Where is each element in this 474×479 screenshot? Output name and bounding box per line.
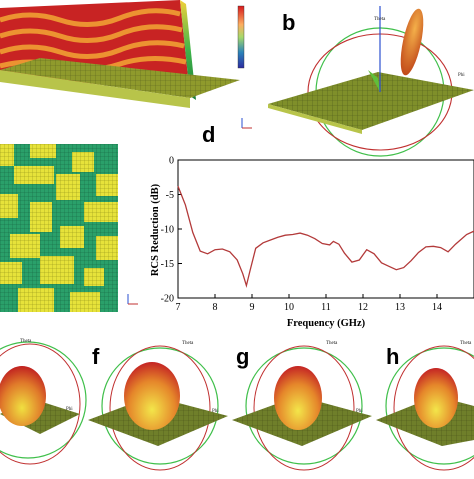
panel-g-radiation: Theta Phi — [232, 330, 372, 474]
x-tick-label: 8 — [213, 302, 218, 313]
x-tick-label: 7 — [176, 302, 181, 313]
colorbar — [236, 4, 260, 70]
panel-label-b: b — [282, 10, 296, 35]
axis-triad-c — [124, 292, 140, 308]
theta-tag-h: Theta — [460, 341, 472, 346]
rcs-reduction-chart: 0 -5 -10 -15 -20 7 8 9 10 11 12 13 14 RCS Reduction… — [146, 150, 474, 330]
x-tick-label: 11 — [321, 302, 331, 313]
axis-triad-a — [238, 116, 254, 132]
panel-h-radiation: Theta — [376, 330, 474, 474]
x-tick-label: 12 — [358, 302, 368, 313]
phi-tag-f: Phi — [212, 409, 219, 414]
x-tick-label: 10 — [284, 302, 294, 313]
x-axis-label: Frequency (GHz) — [287, 318, 366, 329]
panel-label-f: f — [92, 344, 100, 369]
x-tick-label: 9 — [250, 302, 255, 313]
panel-f-radiation: Theta Phi — [88, 330, 228, 474]
y-axis-label: RCS Reduction (dB) — [150, 183, 161, 276]
panel-label-h: h — [386, 344, 400, 369]
panel-e-radiation: Theta Phi — [0, 330, 90, 474]
metasurface-board-a — [0, 58, 240, 98]
yellow-blocks — [0, 144, 118, 312]
y-tick-label: -10 — [161, 225, 174, 236]
metasurface-board-b — [268, 72, 474, 130]
panel-b-radiation-pattern: Theta Phi — [262, 0, 474, 165]
phi-tag-e: Phi — [66, 407, 73, 412]
theta-tag-e: Theta — [20, 339, 32, 344]
main-lobe — [400, 8, 424, 76]
y-tick-label: -5 — [166, 190, 174, 201]
y-tick-label: 0 — [169, 156, 174, 167]
rcs-curve — [177, 185, 474, 289]
y-tick-label: -20 — [161, 294, 174, 305]
phi-tag-b: Phi — [458, 73, 465, 78]
x-tick-label: 13 — [395, 302, 405, 313]
x-tick-label: 14 — [432, 302, 442, 313]
panel-label-g: g — [236, 344, 250, 369]
theta-tag-g: Theta — [326, 341, 338, 346]
theta-tag-f: Theta — [182, 341, 194, 346]
panel-label-d: d — [202, 122, 216, 147]
panel-c-checkerboard — [0, 144, 122, 312]
phi-tag-g: Phi — [356, 409, 363, 414]
y-tick-label: -15 — [161, 259, 174, 270]
theta-tag-b: Theta — [374, 17, 386, 22]
panel-a-field-plot — [0, 0, 240, 118]
plot-frame — [177, 159, 474, 299]
